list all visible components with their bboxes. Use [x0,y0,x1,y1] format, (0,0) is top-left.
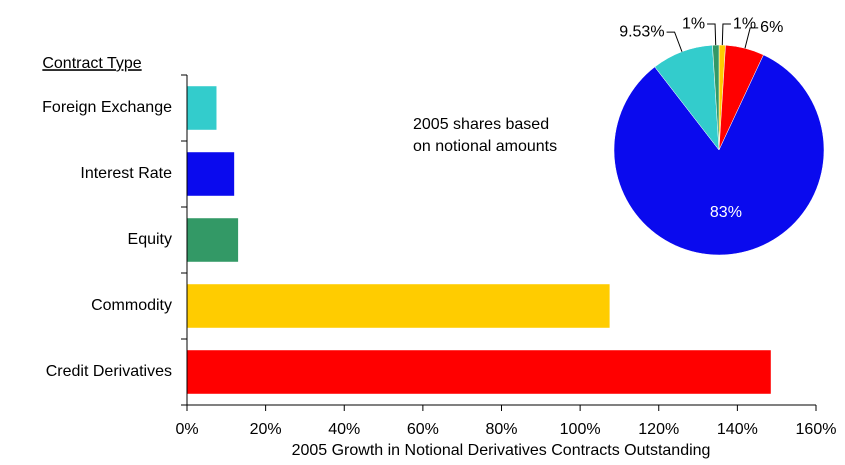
x-axis-label: 2005 Growth in Notional Derivatives Cont… [292,442,711,459]
leader-line [707,23,717,46]
data-label: 1% [682,15,705,32]
x-tick-label: 20% [250,421,282,438]
y-tick-label: Equity [128,231,172,248]
x-tick-label: 140% [717,421,758,438]
pie-slice [613,54,825,256]
leader-line [721,23,731,46]
bar [187,152,235,196]
y-tick-label: Commodity [91,297,172,314]
data-label: 6% [760,19,783,36]
x-tick-label: 100% [560,421,601,438]
x-tick-label: 0% [175,421,198,438]
data-label: 1% [733,15,756,32]
category-axis-label: Contract Type [42,55,141,72]
bar [187,86,217,130]
annotation: on notional amounts [413,138,557,155]
x-tick-label: 160% [796,421,837,438]
x-tick-label: 40% [328,421,360,438]
leader-line [744,27,759,49]
pie-slice [712,44,720,151]
x-tick-label: 120% [638,421,679,438]
bar [187,350,771,394]
leader-line [666,31,683,52]
data-label: 83% [710,204,742,221]
annotation: 2005 shares based [413,116,549,133]
x-tick-label: 60% [407,421,439,438]
x-tick-label: 80% [485,421,517,438]
y-tick-label: Credit Derivatives [46,363,172,380]
bar [187,284,610,328]
y-tick-label: Interest Rate [80,165,172,182]
y-tick-label: Foreign Exchange [42,99,172,116]
data-label: 9.53% [619,23,664,40]
bar [187,218,239,262]
